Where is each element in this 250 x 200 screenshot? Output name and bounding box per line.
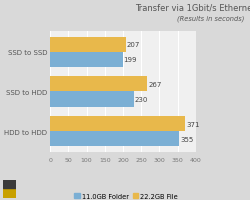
- Text: 230: 230: [134, 97, 147, 102]
- Bar: [50, 52, 122, 67]
- Bar: [50, 92, 134, 107]
- Text: 355: 355: [180, 136, 192, 142]
- Text: 267: 267: [148, 82, 161, 87]
- Text: 199: 199: [123, 57, 136, 63]
- Bar: [2, 180, 16, 188]
- Bar: [50, 37, 125, 52]
- Text: (Results in seconds): (Results in seconds): [176, 15, 244, 22]
- Bar: [50, 132, 179, 147]
- Legend: 11.0GB Folder, 22.2GB File: 11.0GB Folder, 22.2GB File: [74, 193, 177, 199]
- Text: 371: 371: [185, 121, 199, 127]
- Text: Transfer via 1Gbit/s Ethernet: Transfer via 1Gbit/s Ethernet: [135, 3, 250, 12]
- Bar: [50, 117, 184, 132]
- Text: 207: 207: [126, 42, 139, 48]
- Bar: [50, 77, 147, 92]
